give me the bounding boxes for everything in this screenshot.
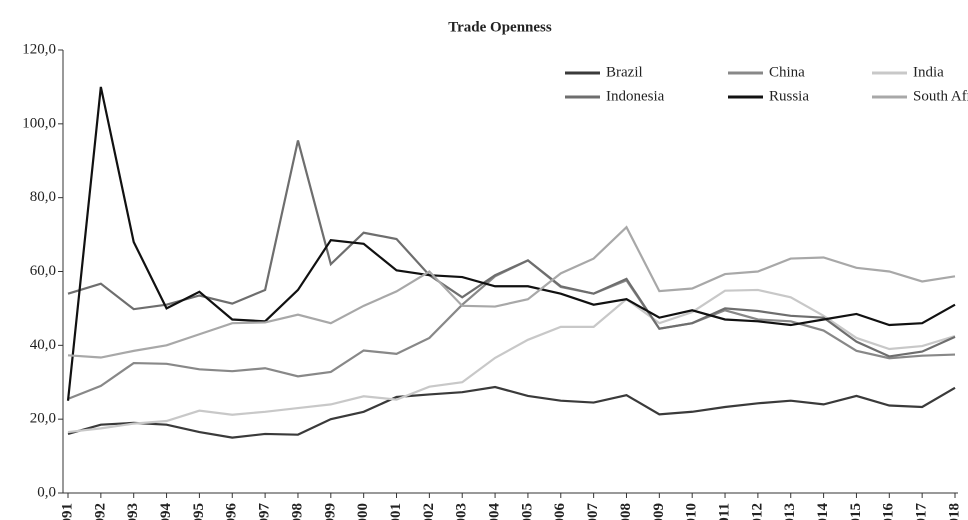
x-tick-label: 2007 <box>585 503 601 520</box>
chart-title: Trade Openness <box>448 19 552 35</box>
legend-label: South Africa <box>913 88 968 104</box>
x-tick-label: 2014 <box>815 503 831 520</box>
y-tick-label: 60,0 <box>30 263 56 279</box>
x-tick-label: 2010 <box>684 503 700 520</box>
x-tick-label: 2006 <box>552 503 568 520</box>
y-tick-label: 100,0 <box>22 115 56 131</box>
x-tick-label: 2016 <box>881 503 897 520</box>
y-tick-label: 120,0 <box>22 41 56 57</box>
x-tick-label: 2004 <box>487 503 503 520</box>
legend-label: China <box>769 64 805 80</box>
x-tick-label: 1995 <box>191 503 207 520</box>
x-tick-label: 1992 <box>92 503 108 520</box>
series-line <box>67 225 956 359</box>
legend-label: India <box>913 64 944 80</box>
x-tick-label: 2018 <box>946 503 962 520</box>
x-tick-label: 2013 <box>782 503 798 520</box>
series-line <box>67 259 956 400</box>
legend-label: Brazil <box>606 64 643 80</box>
x-tick-label: 2003 <box>454 503 470 520</box>
legend-label: Russia <box>769 88 809 104</box>
x-tick-label: 1996 <box>224 503 240 520</box>
x-tick-label: 2009 <box>651 503 667 520</box>
y-tick-label: 40,0 <box>30 337 56 353</box>
x-tick-label: 2015 <box>848 503 864 520</box>
x-tick-label: 2005 <box>519 503 535 520</box>
x-tick-label: 1997 <box>257 503 273 520</box>
series-line <box>67 288 956 434</box>
x-tick-label: 1993 <box>125 503 141 520</box>
series-line <box>67 140 956 358</box>
x-tick-label: 2002 <box>421 503 437 520</box>
legend-label: Indonesia <box>606 88 665 104</box>
x-tick-label: 2012 <box>749 503 765 520</box>
x-tick-label: 1999 <box>322 503 338 520</box>
x-tick-label: 1994 <box>158 503 174 520</box>
x-tick-label: 2017 <box>914 503 930 520</box>
x-tick-label: 2011 <box>716 503 732 520</box>
x-tick-label: 2000 <box>355 503 371 520</box>
x-tick-label: 2008 <box>618 503 634 520</box>
series-line <box>67 385 956 439</box>
x-tick-label: 1998 <box>289 503 305 520</box>
x-tick-label: 2001 <box>388 503 404 520</box>
y-tick-label: 20,0 <box>30 411 56 427</box>
y-tick-label: 80,0 <box>30 189 56 205</box>
y-tick-label: 0,0 <box>37 484 56 500</box>
series-line <box>66 86 956 401</box>
x-tick-label: 1991 <box>59 503 75 520</box>
